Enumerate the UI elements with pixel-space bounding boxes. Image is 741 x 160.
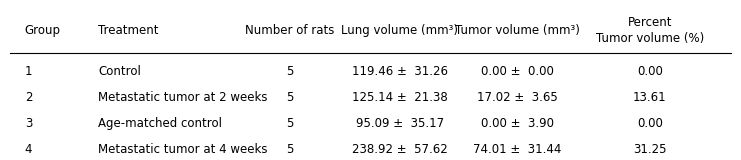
Text: 5: 5 <box>286 143 293 156</box>
Text: 238.92 ±  57.62: 238.92 ± 57.62 <box>352 143 448 156</box>
Text: Number of rats: Number of rats <box>245 24 334 37</box>
Text: Control: Control <box>99 65 142 78</box>
Text: 5: 5 <box>286 65 293 78</box>
Text: 5: 5 <box>286 91 293 104</box>
Text: 1: 1 <box>25 65 33 78</box>
Text: 31.25: 31.25 <box>634 143 667 156</box>
Text: 0.00 ±  3.90: 0.00 ± 3.90 <box>481 117 554 130</box>
Text: 4: 4 <box>25 143 33 156</box>
Text: Age-matched control: Age-matched control <box>99 117 222 130</box>
Text: 17.02 ±  3.65: 17.02 ± 3.65 <box>477 91 558 104</box>
Text: 125.14 ±  21.38: 125.14 ± 21.38 <box>352 91 448 104</box>
Text: Lung volume (mm³): Lung volume (mm³) <box>342 24 459 37</box>
Text: Tumor volume (mm³): Tumor volume (mm³) <box>455 24 580 37</box>
Text: 13.61: 13.61 <box>633 91 667 104</box>
Text: Metastatic tumor at 4 weeks: Metastatic tumor at 4 weeks <box>99 143 268 156</box>
Text: 0.00: 0.00 <box>637 65 663 78</box>
Text: 2: 2 <box>25 91 33 104</box>
Text: Treatment: Treatment <box>99 24 159 37</box>
Text: Metastatic tumor at 2 weeks: Metastatic tumor at 2 weeks <box>99 91 268 104</box>
Text: 74.01 ±  31.44: 74.01 ± 31.44 <box>473 143 562 156</box>
Text: 5: 5 <box>286 117 293 130</box>
Text: 119.46 ±  31.26: 119.46 ± 31.26 <box>352 65 448 78</box>
Text: 0.00 ±  0.00: 0.00 ± 0.00 <box>481 65 554 78</box>
Text: 3: 3 <box>25 117 32 130</box>
Text: 0.00: 0.00 <box>637 117 663 130</box>
Text: Percent
Tumor volume (%): Percent Tumor volume (%) <box>596 16 704 45</box>
Text: Group: Group <box>25 24 61 37</box>
Text: 95.09 ±  35.17: 95.09 ± 35.17 <box>356 117 444 130</box>
